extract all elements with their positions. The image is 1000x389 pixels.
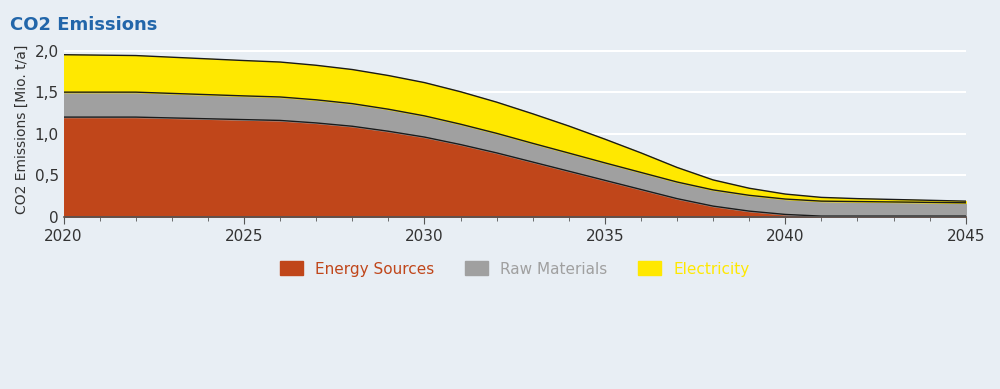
Legend: Energy Sources, Raw Materials, Electricity: Energy Sources, Raw Materials, Electrici… [274, 256, 755, 283]
Y-axis label: CO2 Emissions [Mio. t/a]: CO2 Emissions [Mio. t/a] [15, 45, 29, 214]
Text: CO2 Emissions: CO2 Emissions [10, 16, 157, 33]
